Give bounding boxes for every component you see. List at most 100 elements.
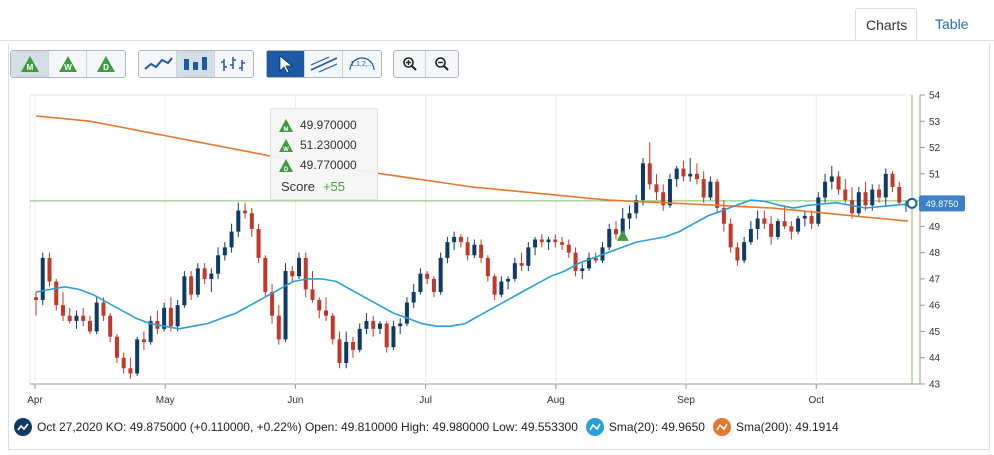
candle-body [533,239,538,248]
candlestick-chart-svg[interactable]: AprMayJunJulAugSepOct4344454647484950515… [0,82,994,412]
y-tick-label: 43 [929,380,941,391]
tab-table[interactable]: Table [935,16,969,32]
candle-body [236,210,241,232]
candle-body [438,257,443,293]
candle-body [499,281,504,295]
candle-body [135,339,140,374]
candle-body [634,200,639,214]
chart-panel [8,44,990,450]
candle-body [580,268,585,272]
candle-body [384,323,389,348]
candle-body [60,305,65,316]
candle-body [364,320,369,329]
candle-body [398,323,403,327]
pointer-button[interactable] [267,51,305,77]
candlestick-icon [183,57,207,70]
price-chart[interactable]: AprMayJunJulAugSepOct4344454647484950515… [0,82,994,412]
svg-text:M: M [26,63,33,72]
candle-body [303,257,308,290]
candle-body [87,320,92,332]
svg-text:D: D [284,167,289,172]
x-tick-label: Jul [419,395,432,406]
candle-body [640,163,645,201]
candle-body [593,257,598,261]
candle-body [330,315,335,340]
score-value: +55 [322,179,346,194]
score-label: Score [281,179,315,194]
weekly-button[interactable]: W [49,51,87,77]
candle-body [836,176,841,190]
legend-price: Oct 27,2020 KO: 49.875000 (+0.110000, +0… [14,418,578,436]
candle-body [809,215,814,224]
tab-charts[interactable]: Charts [855,8,917,40]
ohlc-button[interactable] [215,51,253,77]
candle-body [182,276,187,306]
svg-text:D: D [103,63,109,72]
candle-body [863,192,868,206]
weekly-triangle-icon: W [58,56,77,72]
trendline-button[interactable] [305,51,343,77]
sma20-line [35,199,909,330]
candle-body [256,228,261,258]
candle-body [391,326,396,348]
ohlc-bars-icon [221,57,245,71]
candle-body [688,173,693,177]
line-chart-button[interactable] [139,51,177,77]
candle-body [802,215,807,219]
candle-body [74,315,79,321]
zoom-out-button[interactable] [426,51,458,77]
candle-body [694,173,699,180]
tooltip-weekly-value: 51.230000 [300,138,357,152]
candle-body [54,281,59,306]
weekly-triangle-icon: W [279,138,293,152]
candle-body [479,244,484,258]
candle-body [721,207,726,224]
candle-body [431,278,436,293]
candle-body [735,247,740,261]
candle-body [856,192,861,214]
y-tick-label: 45 [929,327,941,338]
chart-legend: Oct 27,2020 KO: 49.875000 (+0.110000, +0… [14,416,847,438]
tools-group: 1,1,2,... [266,50,382,78]
svg-text:1,1,2,...: 1,1,2,... [350,61,373,68]
tooltip-row-daily: D 49.770000 [279,156,357,174]
candlestick-button[interactable] [177,51,215,77]
y-tick-label: 47 [929,274,941,285]
y-tick-label: 51 [929,169,941,180]
candle-body [465,242,470,256]
candle-body [263,257,268,293]
last-price-badge [919,195,965,212]
trendline-icon [310,56,337,73]
x-tick-label: Oct [808,395,824,406]
zoom-group [393,50,459,78]
candle-body [458,236,463,243]
sma20-series-icon [585,418,604,436]
tooltip-row-weekly: W 51.230000 [279,136,357,154]
monthly-button[interactable]: M [11,51,49,77]
zoom-out-icon [435,57,449,71]
candle-body [485,257,490,277]
candle-body [553,239,558,243]
candle-body [101,302,106,316]
candle-body [782,221,787,227]
candle-body [681,168,686,177]
zoom-in-button[interactable] [394,51,426,77]
candle-body [762,218,767,224]
candle-body [769,223,774,237]
candle-body [512,263,517,279]
tooltip-daily-value: 49.770000 [300,158,357,172]
x-tick-label: May [156,395,175,406]
candle-body [445,242,450,258]
fibonacci-button[interactable]: 1,1,2,... [343,51,381,77]
candle-body [108,315,113,337]
period-group: M W D [10,50,126,78]
candle-body [654,184,659,193]
chart-type-group [138,50,254,78]
daily-button[interactable]: D [87,51,125,77]
candle-body [883,173,888,198]
candle-body [647,163,652,185]
candle-body [162,307,167,329]
candle-body [317,299,322,311]
line-chart-icon [143,57,173,70]
candle-body [175,305,180,327]
